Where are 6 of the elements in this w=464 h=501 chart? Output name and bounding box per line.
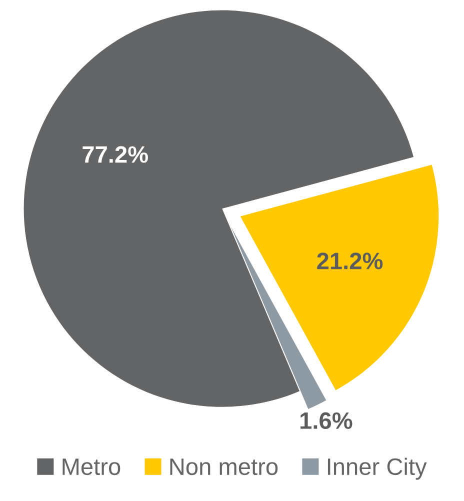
legend-label: Inner City bbox=[328, 458, 427, 480]
legend-label: Metro bbox=[62, 458, 120, 476]
legend-label: Non metro bbox=[170, 458, 278, 476]
data-label: 21.2% bbox=[317, 252, 383, 270]
data-label: 77.2% bbox=[82, 146, 148, 163]
data-label: 1.6% bbox=[300, 412, 352, 430]
